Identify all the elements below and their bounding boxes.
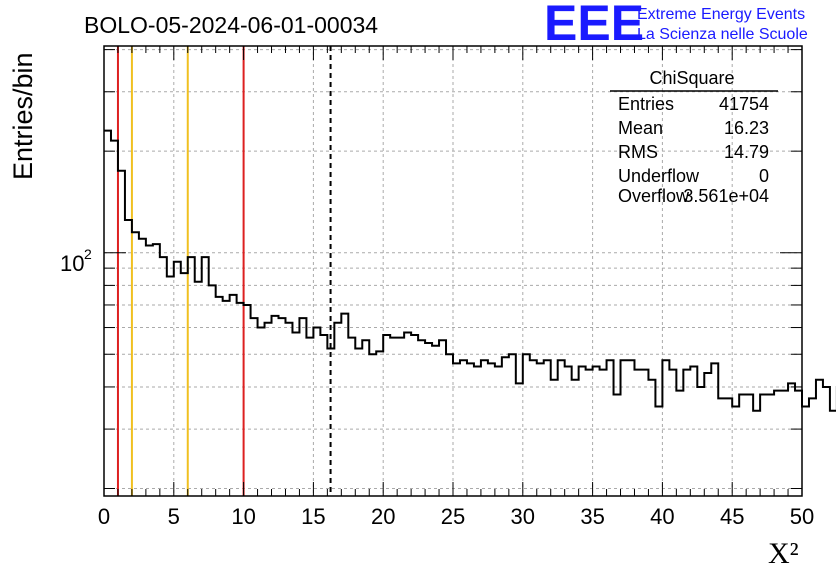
stats-overflow-label: Overflow	[618, 186, 690, 206]
x-tick-label: 15	[301, 504, 325, 529]
stats-rms-label: RMS	[618, 142, 658, 162]
y-tick-base: 10	[60, 251, 84, 276]
x-tick-label: 40	[650, 504, 674, 529]
logo-line1: Extreme Energy Events	[637, 6, 805, 23]
stats-underflow-label: Underflow	[618, 166, 700, 186]
x-tick-label: 5	[168, 504, 180, 529]
x-tick-label: 0	[98, 504, 110, 529]
stats-entries-value: 41754	[719, 94, 769, 114]
stats-underflow-value: 0	[759, 166, 769, 186]
stats-box: ChiSquare Entries 41754 Mean 16.23 RMS 1…	[610, 68, 778, 206]
stats-mean-label: Mean	[618, 118, 663, 138]
axes-frame	[103, 45, 803, 497]
marker-lines	[116, 46, 332, 496]
eee-logo: EEE Extreme Energy Events La Scienza nel…	[544, 0, 808, 51]
x-tick-label: 30	[511, 504, 535, 529]
x-tick-label: 50	[790, 504, 814, 529]
logo-line2: La Scienza nelle Scuole	[637, 26, 808, 43]
stats-mean-value: 16.23	[724, 118, 769, 138]
x-axis-title: X²	[768, 537, 799, 570]
x-tick-label: 20	[371, 504, 395, 529]
x-tick-labels: 0 5 10 15 20 25 30 35 40 45 50	[98, 504, 814, 529]
x-tick-label: 10	[231, 504, 255, 529]
stats-title: ChiSquare	[649, 68, 734, 88]
stats-entries-label: Entries	[618, 94, 674, 114]
y-tick-exponent: 2	[84, 246, 92, 262]
x-tick-label: 25	[441, 504, 465, 529]
stats-overflow-value: 3.561e+04	[683, 186, 769, 206]
chart-title: BOLO-05-2024-06-01-00034	[84, 12, 378, 38]
y-tick-label-100: 10 2	[60, 246, 92, 276]
x-tick-label: 35	[580, 504, 604, 529]
stats-rms-value: 14.79	[724, 142, 769, 162]
x-tick-label: 45	[720, 504, 744, 529]
logo-letters: EEE	[544, 0, 644, 51]
y-axis-title: Entries/bin	[8, 52, 38, 180]
histogram-series	[104, 129, 836, 412]
